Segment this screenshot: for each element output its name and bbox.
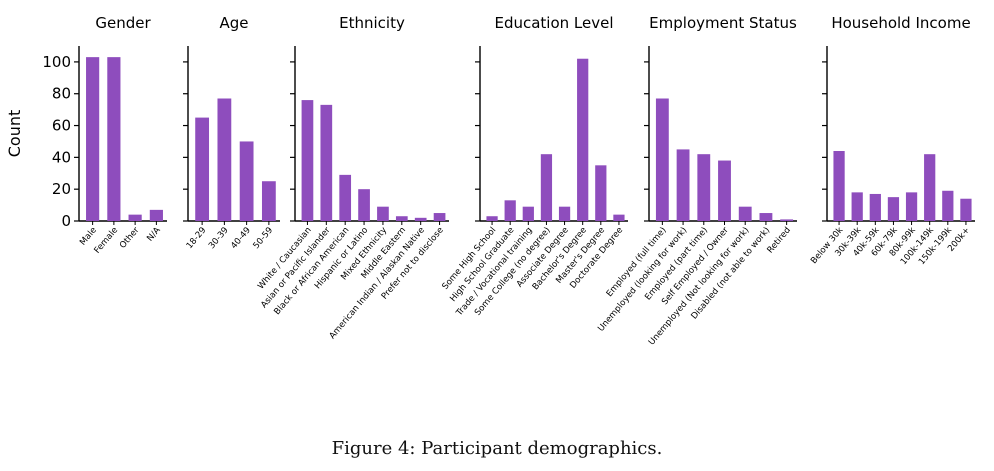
panel-3-bar bbox=[395, 216, 408, 221]
panel-2-category-label: 30-39 bbox=[207, 226, 231, 252]
panel-3-bar bbox=[320, 104, 333, 221]
panel-3-category-label: Black or African American bbox=[272, 226, 351, 318]
panel-6-bar bbox=[942, 190, 954, 221]
panel-5-bar bbox=[780, 219, 794, 221]
panel-1-category-label: N/A bbox=[145, 225, 163, 243]
panel-5-bar bbox=[759, 213, 773, 221]
panel-2-category-label: 50-59 bbox=[251, 226, 275, 252]
panel-1-bar bbox=[86, 57, 100, 221]
panel-5-title: Employment Status bbox=[649, 14, 797, 32]
panel-6-bar bbox=[960, 198, 972, 221]
y-tick-label: 0 bbox=[61, 212, 71, 230]
panel-4-bar bbox=[577, 58, 589, 222]
panel-6-bar bbox=[887, 197, 900, 221]
panel-2-category-label: 18-29 bbox=[185, 226, 209, 252]
panel-5-bar bbox=[697, 154, 711, 221]
panel-1-bar bbox=[149, 209, 163, 221]
panel-2-bar bbox=[217, 98, 232, 221]
panel-4-bar bbox=[558, 206, 571, 221]
panel-6-bar bbox=[851, 192, 863, 221]
panel-6-bar bbox=[924, 154, 936, 221]
panel-3-bar bbox=[414, 217, 427, 221]
panel-5-bar bbox=[655, 98, 669, 221]
panel-3-title: Ethnicity bbox=[339, 14, 405, 32]
panel-4-category-label: Trade / Vocational training bbox=[454, 226, 535, 319]
y-tick-label: 80 bbox=[52, 85, 71, 103]
panel-6-title: Household Income bbox=[831, 14, 970, 32]
panel-3-bar bbox=[301, 100, 314, 221]
panel-1-title: Gender bbox=[95, 14, 151, 32]
panel-3-bar bbox=[339, 174, 352, 221]
panel-4-title: Education Level bbox=[494, 14, 613, 32]
y-tick-label: 100 bbox=[42, 53, 71, 71]
y-tick-label: 40 bbox=[52, 148, 71, 166]
panel-4-bar bbox=[595, 165, 607, 221]
panel-6-bar bbox=[869, 193, 881, 221]
y-axis-label: Count bbox=[5, 110, 24, 158]
panel-3-bar bbox=[358, 189, 370, 221]
panel-2-bar bbox=[239, 141, 254, 221]
panel-6-bar bbox=[833, 151, 845, 221]
panel-4-bar bbox=[504, 200, 516, 221]
figure-caption: Figure 4: Participant demographics. bbox=[331, 438, 663, 459]
panel-1-category-label: Other bbox=[118, 225, 142, 250]
panel-3-bar bbox=[433, 213, 446, 221]
panel-2-category-label: 40-49 bbox=[229, 226, 253, 252]
panel-4-bar bbox=[613, 214, 625, 221]
panel-2-title: Age bbox=[219, 14, 248, 32]
panel-5-bar bbox=[718, 160, 731, 221]
panel-4-bar bbox=[540, 154, 553, 221]
panel-5-bar bbox=[738, 206, 752, 221]
panel-1-bar bbox=[107, 57, 121, 221]
panel-4-bar bbox=[522, 206, 534, 221]
panel-3-bar bbox=[377, 206, 389, 221]
panel-2-bar bbox=[261, 181, 276, 221]
panel-6-bar bbox=[905, 192, 918, 221]
panel-4-bar bbox=[486, 216, 498, 221]
panel-2-bar bbox=[195, 117, 210, 221]
panel-1-category-label: Female bbox=[93, 226, 121, 256]
y-tick-label: 20 bbox=[52, 180, 71, 198]
y-tick-label: 60 bbox=[52, 117, 71, 135]
panel-1-bar bbox=[128, 214, 142, 221]
panel-5-bar bbox=[676, 149, 690, 221]
